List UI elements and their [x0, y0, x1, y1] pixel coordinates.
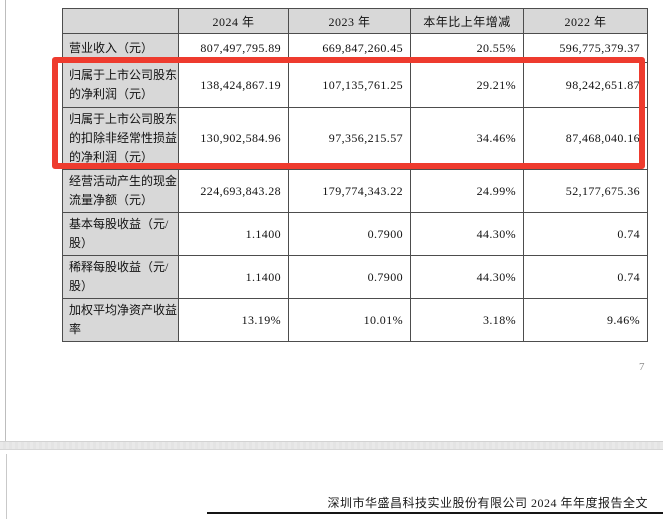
row-label: 归属于上市公司股东的扣除非经常性损益的净利润（元） [62, 107, 179, 170]
cell-2024: 1.1400 [178, 255, 289, 299]
header-2022: 2022 年 [523, 8, 648, 34]
row-label: 经营活动产生的现金流量净额（元） [62, 169, 179, 213]
cell-change: 3.18% [410, 298, 524, 342]
header-empty-cell [62, 8, 179, 34]
cell-2023: 0.7900 [288, 212, 411, 256]
cell-2023: 179,774,343.22 [288, 169, 411, 213]
table-header-row: 2024 年 2023 年 本年比上年增减 2022 年 [62, 8, 648, 34]
header-rule-line [207, 512, 663, 514]
table-row-diluted-eps: 稀释每股收益（元/股） 1.1400 0.7900 44.30% 0.74 [62, 255, 648, 299]
cell-change: 44.30% [410, 212, 524, 256]
row-label: 加权平均净资产收益率 [62, 298, 179, 342]
report-page-8-top: 深圳市华盛昌科技实业股份有限公司 2024 年年度报告全文 [0, 450, 663, 519]
cell-change: 20.55% [410, 33, 524, 63]
table-row-operating-cash-flow: 经营活动产生的现金流量净额（元） 224,693,843.28 179,774,… [62, 169, 648, 213]
table-row-weighted-avg-roe: 加权平均净资产收益率 13.19% 10.01% 3.18% 9.46% [62, 298, 648, 342]
table-row-revenue: 营业收入（元） 807,497,795.89 669,847,260.45 20… [62, 33, 648, 63]
cell-2023: 107,135,761.25 [288, 62, 411, 108]
row-label: 基本每股收益（元/股） [62, 212, 179, 256]
page-separator [0, 441, 663, 450]
table-row-basic-eps: 基本每股收益（元/股） 1.1400 0.7900 44.30% 0.74 [62, 212, 648, 256]
page-number: 7 [639, 361, 645, 373]
cell-2023: 669,847,260.45 [288, 33, 411, 63]
table-row-net-profit-excl-nonrecurring: 归属于上市公司股东的扣除非经常性损益的净利润（元） 130,902,584.96… [62, 107, 648, 170]
cell-2024: 807,497,795.89 [178, 33, 289, 63]
cell-2022: 98,242,651.87 [523, 62, 648, 108]
cell-2023: 97,356,215.57 [288, 107, 411, 170]
header-2023: 2023 年 [288, 8, 411, 34]
cell-change: 29.21% [410, 62, 524, 108]
cell-change: 34.46% [410, 107, 524, 170]
report-page-7: 2024 年 2023 年 本年比上年增减 2022 年 营业收入（元） 807… [5, 0, 648, 441]
report-running-header: 深圳市华盛昌科技实业股份有限公司 2024 年年度报告全文 [327, 496, 648, 510]
cell-2024: 1.1400 [178, 212, 289, 256]
row-label: 稀释每股收益（元/股） [62, 255, 179, 299]
cell-change: 24.99% [410, 169, 524, 213]
cell-2022: 0.74 [523, 212, 648, 256]
cell-2023: 10.01% [288, 298, 411, 342]
table-row-net-profit: 归属于上市公司股东的净利润（元） 138,424,867.19 107,135,… [62, 62, 648, 108]
cell-2023: 0.7900 [288, 255, 411, 299]
cell-2022: 52,177,675.36 [523, 169, 648, 213]
cell-2024: 130,902,584.96 [178, 107, 289, 170]
cell-2024: 224,693,843.28 [178, 169, 289, 213]
cell-2022: 0.74 [523, 255, 648, 299]
key-financials-table: 2024 年 2023 年 本年比上年增减 2022 年 营业收入（元） 807… [62, 8, 648, 342]
row-label: 归属于上市公司股东的净利润（元） [62, 62, 179, 108]
cell-2024: 138,424,867.19 [178, 62, 289, 108]
cell-2022: 596,775,379.37 [523, 33, 648, 63]
row-label: 营业收入（元） [62, 33, 179, 63]
cell-change: 44.30% [410, 255, 524, 299]
cell-2024: 13.19% [178, 298, 289, 342]
cell-2022: 9.46% [523, 298, 648, 342]
page-left-edge [6, 454, 7, 519]
cell-2022: 87,468,040.16 [523, 107, 648, 170]
page-left-edge [5, 0, 6, 441]
header-yoy-change: 本年比上年增减 [410, 8, 524, 34]
header-2024: 2024 年 [178, 8, 289, 34]
